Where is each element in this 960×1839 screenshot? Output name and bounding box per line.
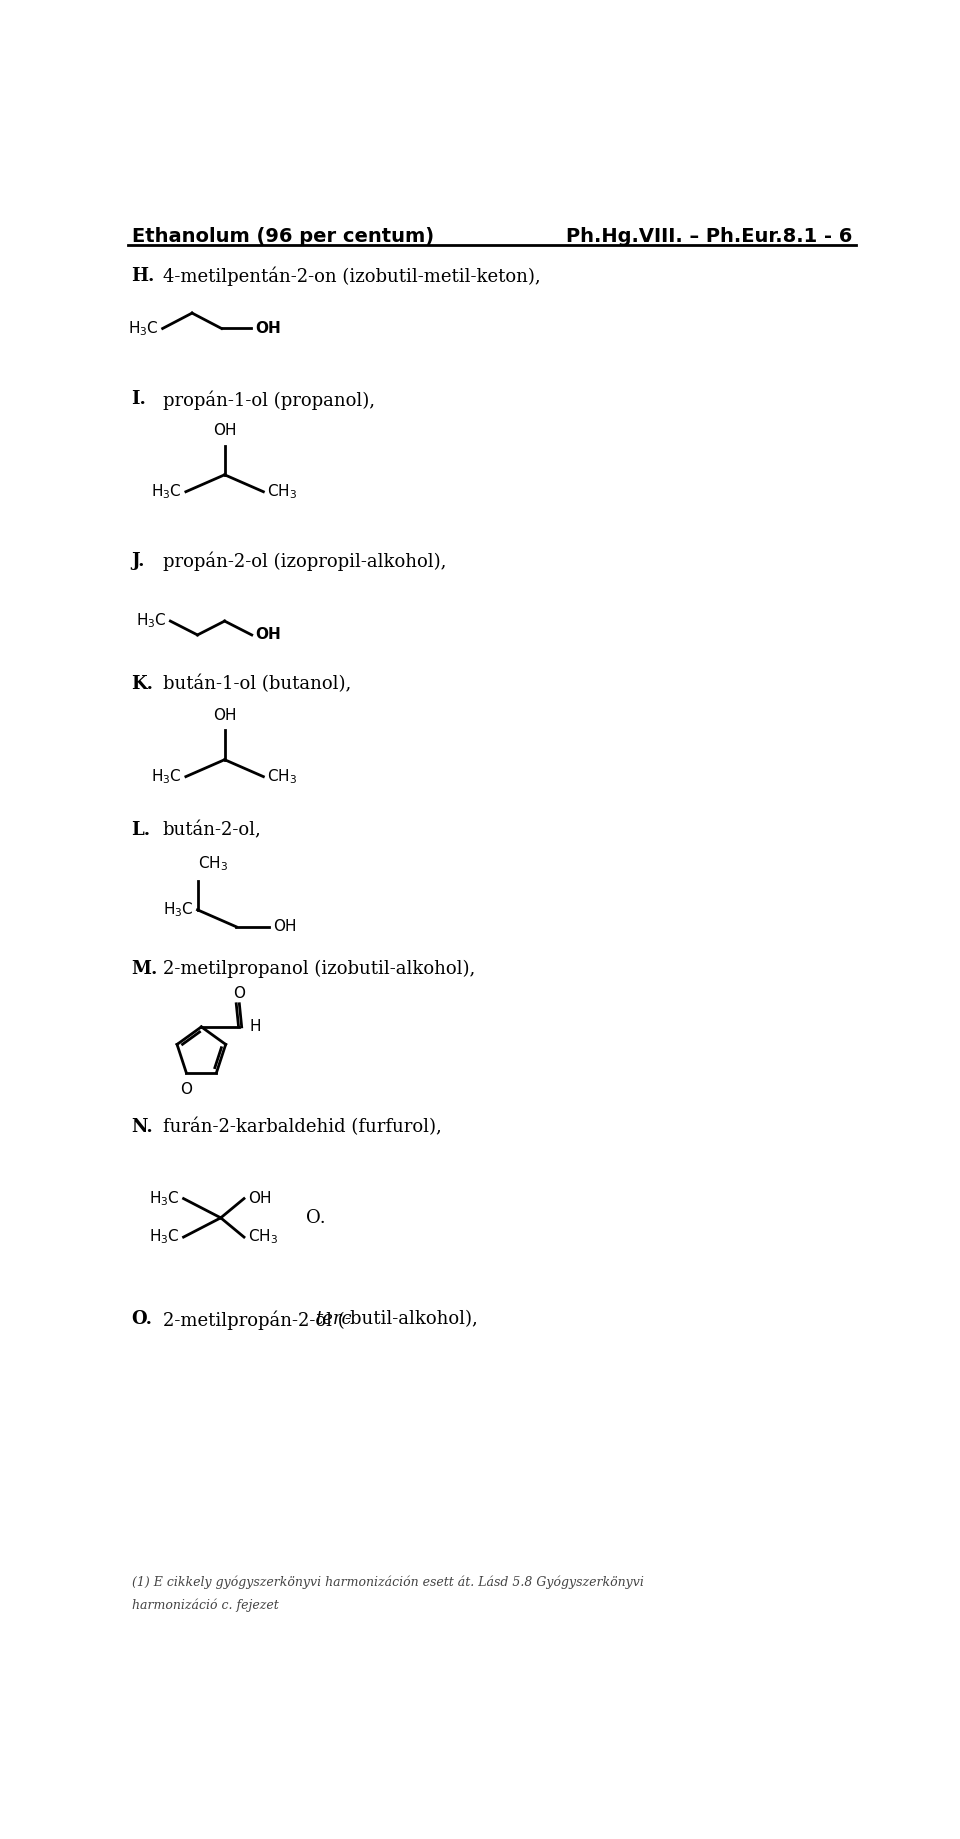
- Text: H$_3$C: H$_3$C: [149, 1190, 180, 1208]
- Text: (1) E cikkely gyógyszerkönyvi harmonizáción esett át. Lásd 5.8 Gyógyszerkönyvi: (1) E cikkely gyógyszerkönyvi harmonizác…: [132, 1576, 643, 1589]
- Text: bután-2-ol,: bután-2-ol,: [162, 822, 261, 839]
- Text: harmonizáció c. fejezet: harmonizáció c. fejezet: [132, 1598, 278, 1613]
- Text: H$_3$C: H$_3$C: [152, 767, 182, 785]
- Text: propán-1-ol (propanol),: propán-1-ol (propanol),: [162, 390, 374, 410]
- Text: propán-2-ol (izopropil-alkohol),: propán-2-ol (izopropil-alkohol),: [162, 552, 446, 572]
- Text: J.: J.: [132, 552, 145, 570]
- Text: -butil-alkohol),: -butil-alkohol),: [344, 1309, 478, 1328]
- Text: OH: OH: [255, 627, 281, 642]
- Text: H$_3$C: H$_3$C: [135, 612, 166, 631]
- Text: I.: I.: [132, 390, 147, 408]
- Text: terc: terc: [315, 1309, 351, 1328]
- Text: OH: OH: [254, 322, 280, 337]
- Text: CH$_3$: CH$_3$: [267, 482, 298, 500]
- Text: N.: N.: [132, 1118, 154, 1137]
- Text: CH$_3$: CH$_3$: [198, 853, 228, 874]
- Text: OH: OH: [273, 920, 297, 934]
- Text: furán-2-karbaldehid (furfurol),: furán-2-karbaldehid (furfurol),: [162, 1118, 442, 1137]
- Text: M.: M.: [132, 960, 158, 978]
- Text: 4-metilpentán-2-on (izobutil-metil-keton),: 4-metilpentán-2-on (izobutil-metil-keton…: [162, 267, 540, 287]
- Text: Ph.Hg.VIII. – Ph.Eur.8.1 - 6: Ph.Hg.VIII. – Ph.Eur.8.1 - 6: [566, 226, 852, 246]
- Text: 2-metilpropanol (izobutil-alkohol),: 2-metilpropanol (izobutil-alkohol),: [162, 960, 475, 978]
- Text: H.: H.: [132, 267, 155, 285]
- Text: 2-metilpropán-2-ol (: 2-metilpropán-2-ol (: [162, 1309, 345, 1330]
- Text: CH$_3$: CH$_3$: [248, 1228, 278, 1247]
- Text: H$_3$C: H$_3$C: [128, 320, 158, 338]
- Text: OH: OH: [213, 708, 236, 723]
- Text: H$_3$C: H$_3$C: [152, 482, 182, 500]
- Text: H$_3$C: H$_3$C: [149, 1228, 180, 1247]
- Text: OH: OH: [213, 423, 236, 438]
- Text: H$_3$C: H$_3$C: [163, 901, 194, 920]
- Text: CH$_3$: CH$_3$: [267, 767, 298, 785]
- Text: OH: OH: [248, 1192, 272, 1206]
- Text: O: O: [180, 1081, 192, 1098]
- Text: K.: K.: [132, 675, 154, 693]
- Text: O.: O.: [132, 1309, 153, 1328]
- Text: L.: L.: [132, 822, 151, 839]
- Text: O.: O.: [306, 1208, 325, 1227]
- Text: Ethanolum (96 per centum): Ethanolum (96 per centum): [132, 226, 434, 246]
- Text: bután-1-ol (butanol),: bután-1-ol (butanol),: [162, 675, 350, 693]
- Text: H: H: [250, 1019, 261, 1034]
- Text: O: O: [233, 986, 246, 1002]
